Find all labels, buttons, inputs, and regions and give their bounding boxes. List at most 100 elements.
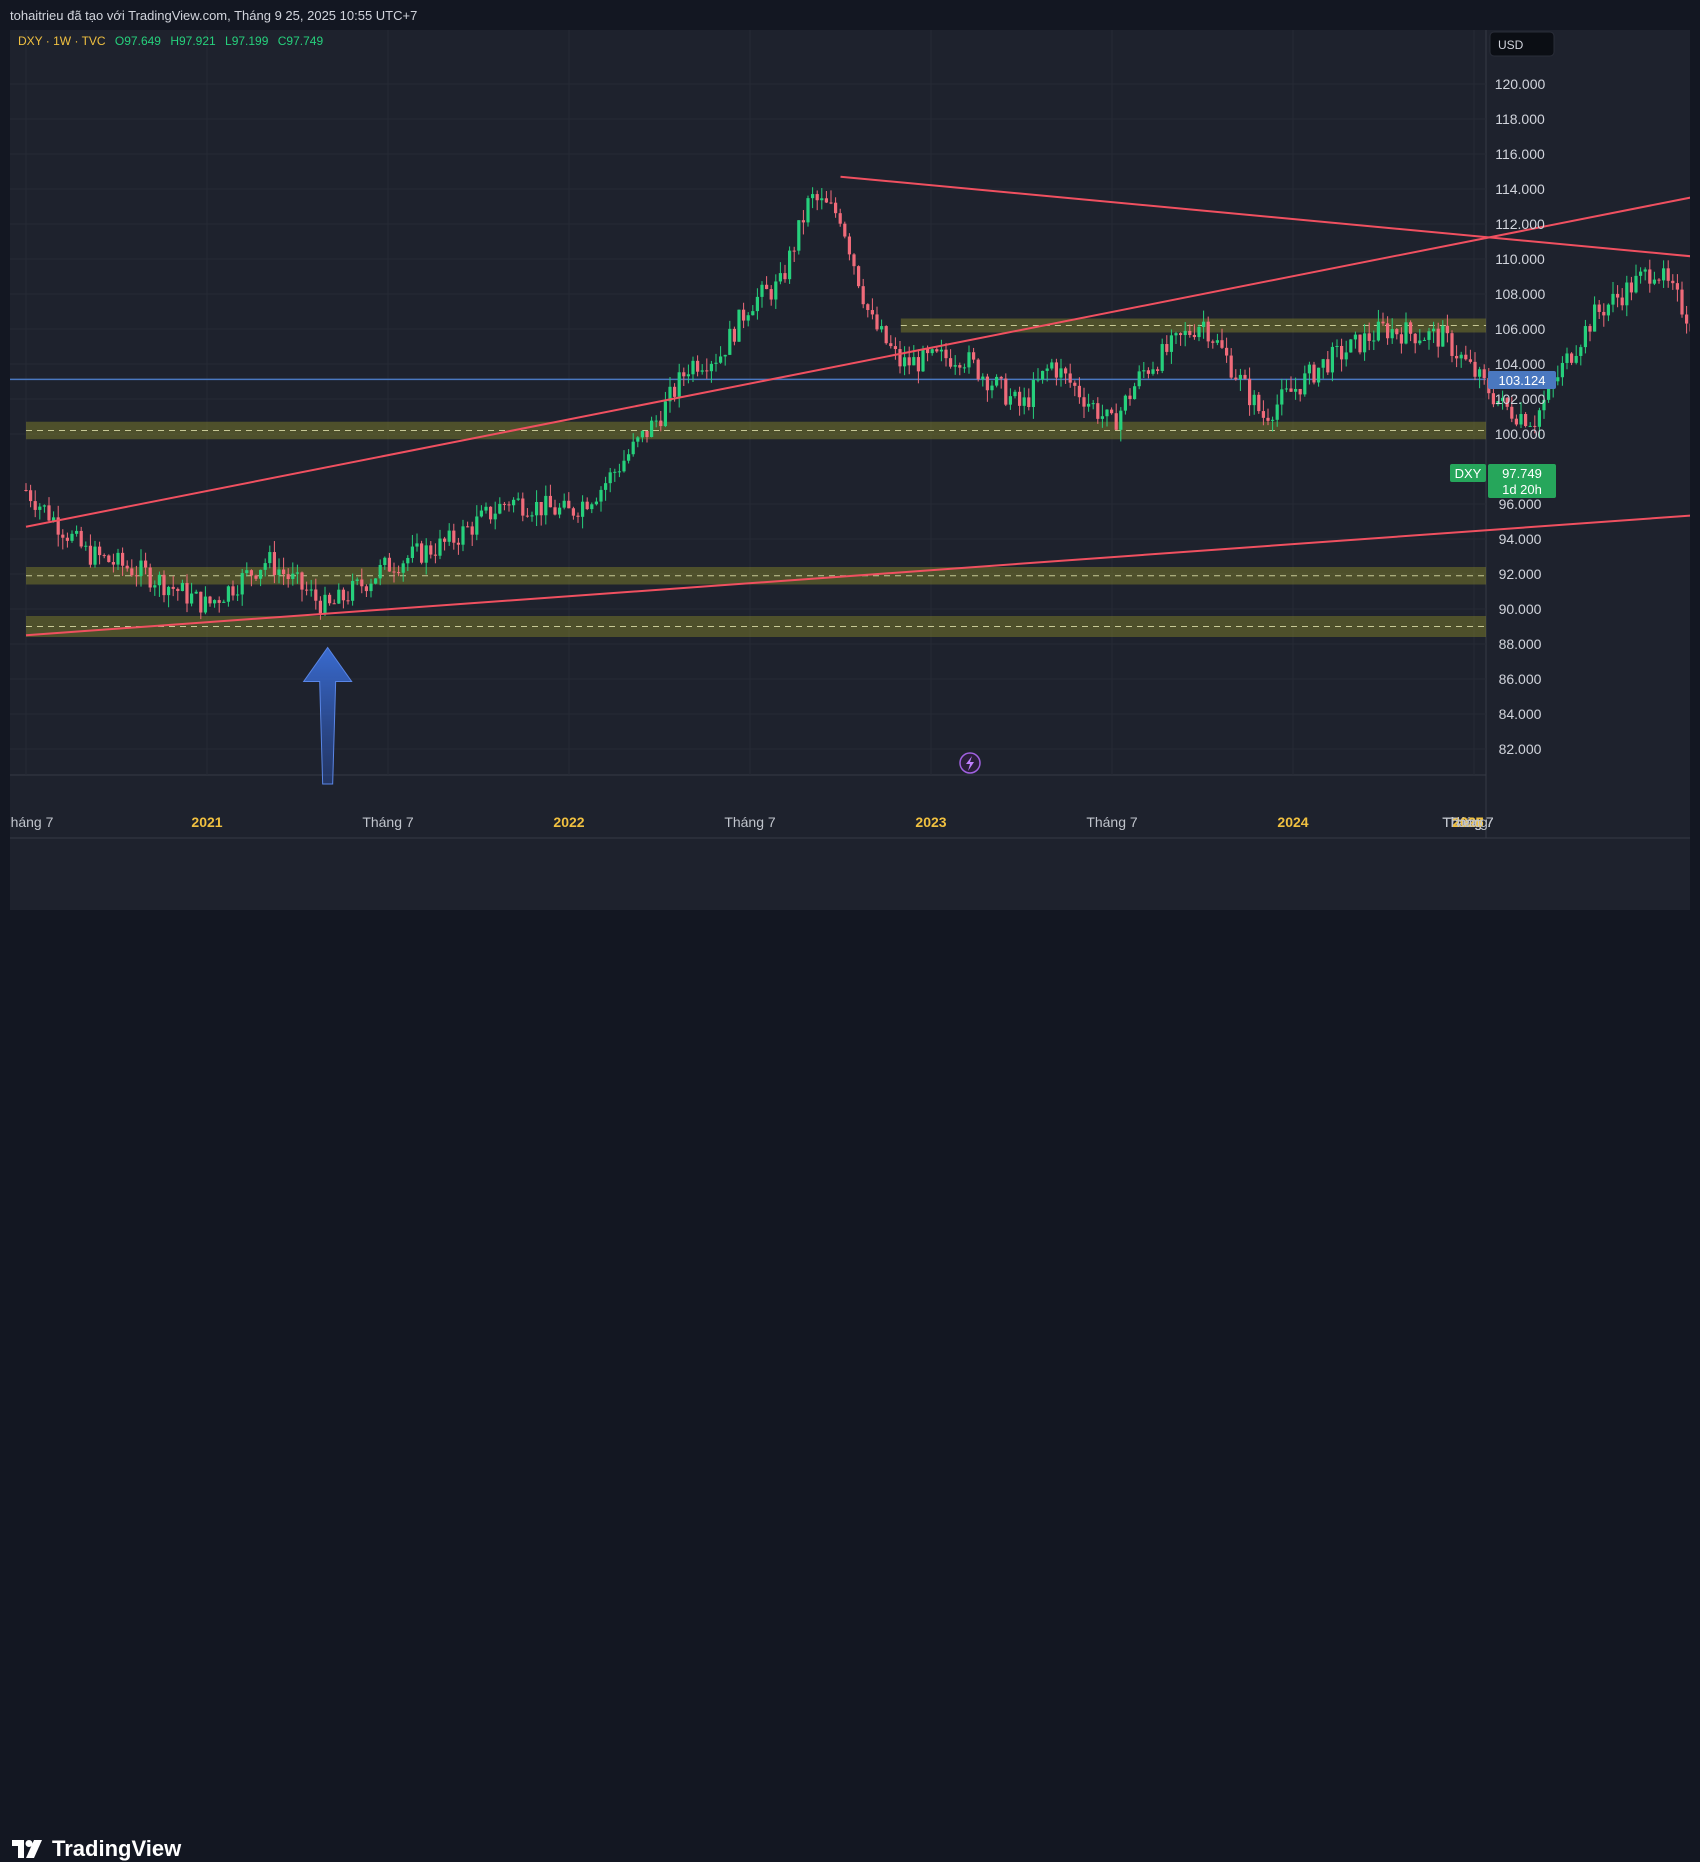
candle-body [1009,396,1012,405]
candle-body [1197,327,1200,337]
candle-body [1391,329,1394,338]
candle-body [1326,359,1329,372]
candle-body [1069,373,1072,382]
candle-body [1561,363,1564,377]
candle-body [218,600,221,603]
candle-body [563,501,566,508]
candle-body [227,586,230,601]
candle-body [1621,298,1624,306]
currency-label: USD [1498,38,1524,52]
price-tick-label: 120.000 [1495,76,1546,92]
candle-body [1377,322,1380,341]
candle-body [908,357,911,365]
candle-body [162,575,165,595]
candle-body [540,502,543,515]
candle-body [816,194,819,200]
candle-body [1450,333,1453,356]
price-tick-label: 84.000 [1499,706,1542,722]
candle-body [1349,339,1352,352]
candle-body [429,545,432,554]
candle-body [300,572,303,589]
candle-body [107,555,110,562]
legend-open: O97.649 [115,34,161,48]
candle-body [337,590,340,604]
candle-body [1556,377,1559,381]
candle-body [259,570,262,579]
candle-body [1460,355,1463,359]
candle-body [1299,389,1302,394]
candle-body [34,501,37,510]
candle-body [172,587,175,589]
time-tick-label: Tháng 7 [362,814,414,830]
candle-body [1455,356,1458,358]
candle-body [1598,305,1601,312]
candle-body [567,501,570,508]
candle-body [1644,269,1647,271]
candle-body [701,370,704,371]
candle-body [1248,379,1251,405]
candle-body [967,352,970,367]
candle-body [273,552,276,575]
candle-body [1667,268,1670,280]
candle-body [1027,397,1030,407]
candle-body [195,592,198,594]
candle-body [1101,416,1104,419]
hline-price-label: 103.124 [1499,373,1546,388]
candle-body [1340,346,1343,359]
candle-body [609,472,612,483]
candle-body [1285,388,1288,389]
candle-body [1634,276,1637,293]
candle-body [820,198,823,200]
currency-button[interactable]: USD [1490,32,1554,56]
candle-body [323,595,326,614]
candle-body [1294,389,1297,392]
candle-body [1050,362,1053,368]
candle-body [1087,404,1090,407]
candle-body [1004,379,1007,405]
price-chart[interactable]: 105.799103.390100.87197.96997.09394.2469… [10,30,1690,910]
candle-body [135,575,138,576]
candle-body [1312,365,1315,383]
chart-frame[interactable]: 105.799103.390100.87197.96997.09394.2469… [10,30,1690,910]
time-tick-label: Tháng 7 [724,814,776,830]
candle-body [498,504,501,514]
candle-body [1676,283,1679,289]
candle-body [1230,356,1233,378]
candle-body [1584,326,1587,347]
tradingview-logo[interactable]: TradingView [12,1836,181,1862]
candle-body [314,589,317,600]
candle-body [1055,362,1058,377]
candle-body [1262,411,1265,418]
candle-body [1625,282,1628,305]
candle-body [903,357,906,366]
candle-body [981,377,984,380]
candle-body [806,198,809,222]
candle-body [636,437,639,441]
candle-body [1616,294,1619,298]
time-tick-label: 2024 [1277,814,1308,830]
candle-body [24,490,27,491]
candle-body [783,273,786,279]
candle-body [1059,368,1062,377]
candle-body [89,546,92,565]
candle-body [365,586,368,591]
candle-body [466,526,469,527]
candle-body [369,584,372,591]
candle-body [1519,414,1522,424]
candle-body [84,546,87,547]
candle-body [98,547,101,555]
candle-body [765,285,768,289]
price-tick-label: 92.000 [1499,566,1542,582]
candle-body [1266,418,1269,421]
symbol-tag: DXY [1455,466,1482,481]
candle-body [153,585,156,587]
candle-body [245,570,248,573]
candle-body [397,572,400,573]
candle-body [1211,341,1214,342]
candle-body [1064,368,1067,373]
candle-body [1473,362,1476,377]
lightning-icon[interactable] [960,753,980,773]
candle-body [1510,407,1513,419]
candle-body [208,597,211,604]
candle-body [1165,344,1168,352]
